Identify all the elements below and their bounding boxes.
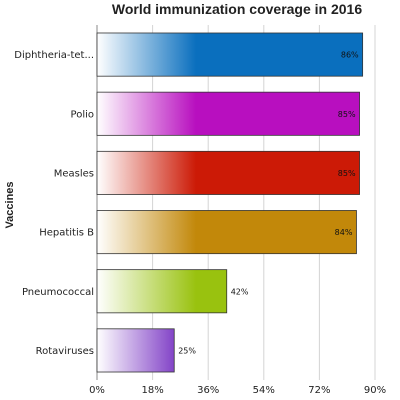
data-label: 84% bbox=[335, 228, 353, 237]
bar bbox=[96, 150, 360, 195]
category-label: Rotaviruses bbox=[36, 346, 94, 357]
category-label: Diphtheria-tet... bbox=[14, 50, 94, 61]
bar bbox=[96, 210, 357, 255]
chart-title: World immunization coverage in 2016 bbox=[112, 1, 362, 17]
data-label: 85% bbox=[338, 110, 356, 119]
data-label: 25% bbox=[178, 346, 196, 355]
category-label: Pneumococcal bbox=[22, 287, 94, 298]
bar bbox=[96, 328, 175, 373]
x-tick-label: 72% bbox=[308, 385, 330, 396]
x-tick-label: 0% bbox=[89, 385, 105, 396]
x-tick-label: 54% bbox=[253, 385, 275, 396]
data-label: 86% bbox=[341, 51, 359, 60]
bar bbox=[96, 91, 360, 136]
x-tick-label: 18% bbox=[141, 385, 163, 396]
category-label: Hepatitis B bbox=[39, 228, 94, 239]
x-tick-label: 90% bbox=[364, 385, 386, 396]
category-label: Polio bbox=[71, 109, 94, 120]
bars bbox=[96, 32, 364, 373]
bar bbox=[96, 32, 364, 77]
data-label: 85% bbox=[338, 169, 356, 178]
labels: 0% 18% 36% 54% 72% 90% Diphtheria-tet... 86% Pol… bbox=[14, 50, 386, 396]
data-label: 42% bbox=[231, 287, 249, 296]
category-label: Measles bbox=[54, 168, 94, 179]
y-axis-label: Vaccines bbox=[4, 181, 16, 228]
bar bbox=[96, 269, 228, 314]
x-tick-label: 36% bbox=[197, 385, 219, 396]
gridlines bbox=[96, 25, 376, 380]
